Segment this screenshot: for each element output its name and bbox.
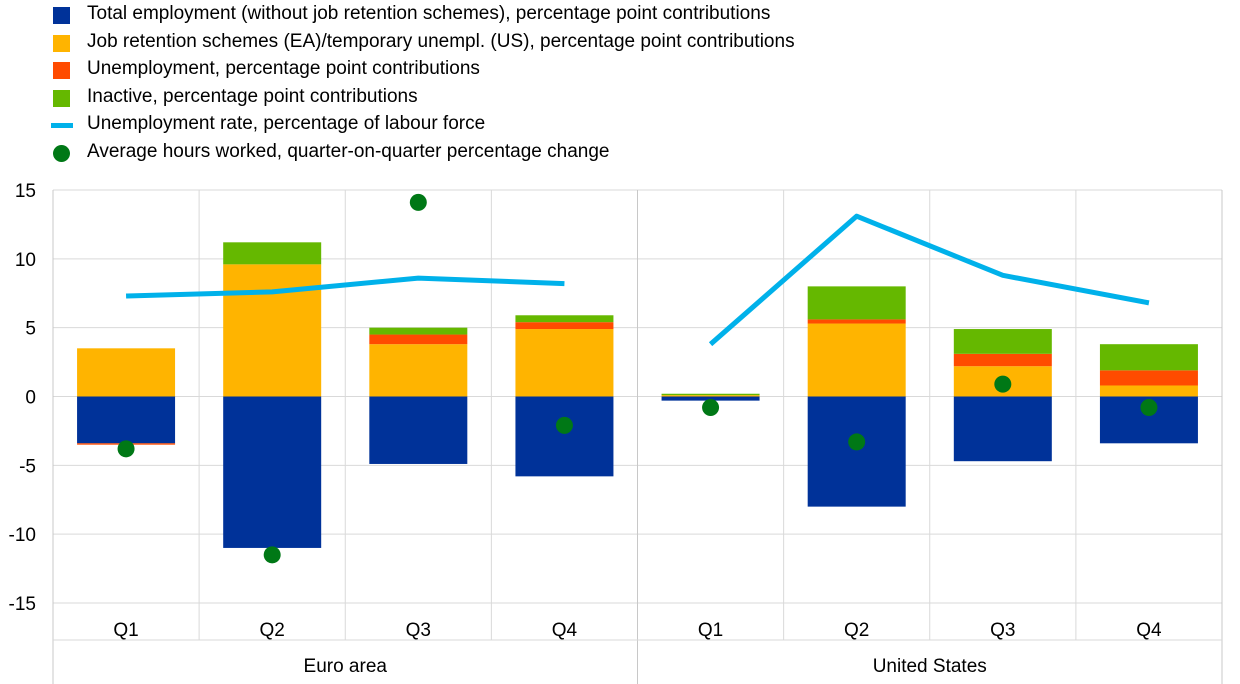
bar-job-retention xyxy=(223,264,322,397)
bar-unemployment xyxy=(953,353,1052,367)
legend-swatch-unemployment xyxy=(53,62,70,79)
legend-label: Unemployment rate, percentage of labour … xyxy=(87,113,486,134)
legend-swatch-inactive xyxy=(53,89,70,107)
bar-total-employment xyxy=(661,396,760,401)
legend-label: Unemployment, percentage point contribut… xyxy=(87,58,480,79)
point-hours-worked xyxy=(117,440,135,458)
bar-total-employment xyxy=(369,396,468,464)
bar-inactive xyxy=(1099,344,1198,371)
bar-inactive xyxy=(807,286,906,320)
bar-job-retention xyxy=(807,323,906,397)
bar-inactive xyxy=(223,242,322,265)
bar-job-retention xyxy=(661,395,760,397)
x-tick-label: Q4 xyxy=(1136,620,1162,641)
x-tick-label: Q2 xyxy=(260,620,285,641)
legend-label: Average hours worked, quarter-on-quarter… xyxy=(87,140,610,162)
y-tick-label: 15 xyxy=(15,181,36,202)
bar-unemployment xyxy=(369,334,468,345)
bar-unemployment xyxy=(1099,370,1198,386)
y-tick-label: 5 xyxy=(25,319,36,340)
legend-swatch-hours-worked xyxy=(53,144,70,162)
y-tick-label: -15 xyxy=(9,594,36,615)
y-tick-label: -5 xyxy=(19,456,36,477)
line-unemployment-rate xyxy=(708,213,1150,347)
legend-swatch-total-employment xyxy=(53,7,70,24)
point-hours-worked xyxy=(555,416,573,434)
group-label: United States xyxy=(873,656,987,677)
line-unemployment-rate xyxy=(125,275,565,299)
point-hours-worked xyxy=(848,433,866,451)
bar-inactive xyxy=(661,393,760,396)
bar-unemployment xyxy=(807,319,906,324)
bar-total-employment xyxy=(77,396,176,444)
bar-inactive xyxy=(515,315,614,323)
point-hours-worked xyxy=(1140,399,1158,417)
legend-swatch-unemployment-rate xyxy=(51,123,73,128)
point-hours-worked xyxy=(994,375,1012,393)
group-label: Euro area xyxy=(304,656,388,677)
bar-job-retention xyxy=(1099,385,1198,397)
x-tick-label: Q4 xyxy=(552,620,578,641)
bar-total-employment xyxy=(807,396,906,507)
bar-job-retention xyxy=(515,329,614,397)
bar-total-employment xyxy=(223,396,322,548)
x-tick-label: Q3 xyxy=(406,620,431,641)
y-tick-label: 0 xyxy=(25,388,36,409)
point-hours-worked xyxy=(409,193,427,211)
bar-total-employment xyxy=(953,396,1052,462)
bar-inactive xyxy=(369,327,468,335)
y-tick-label: 10 xyxy=(15,250,36,271)
bar-job-retention xyxy=(369,344,468,397)
point-hours-worked xyxy=(263,546,281,564)
legend-swatch-job-retention xyxy=(53,34,70,52)
y-tick-label: -10 xyxy=(9,525,36,546)
bar-job-retention xyxy=(77,348,176,397)
x-tick-label: Q2 xyxy=(844,620,869,641)
x-tick-label: Q1 xyxy=(113,620,138,641)
bar-unemployment xyxy=(515,322,614,330)
bar-inactive xyxy=(953,329,1052,354)
legend-label: Inactive, percentage point contributions xyxy=(87,85,418,107)
legend-label: Total employment (without job retention … xyxy=(87,3,771,24)
x-tick-label: Q3 xyxy=(990,620,1015,641)
point-hours-worked xyxy=(702,399,720,417)
legend-label: Job retention schemes (EA)/temporary une… xyxy=(87,30,795,52)
bar-total-employment xyxy=(515,396,614,477)
x-tick-label: Q1 xyxy=(698,620,723,641)
